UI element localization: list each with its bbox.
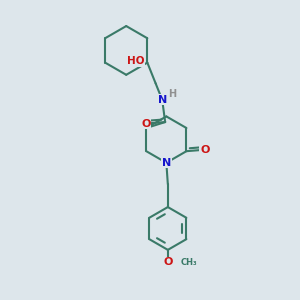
- Text: HO: HO: [127, 56, 145, 66]
- Text: O: O: [141, 118, 151, 128]
- Text: N: N: [162, 158, 171, 168]
- Text: O: O: [200, 145, 209, 155]
- Text: H: H: [169, 89, 177, 99]
- Text: O: O: [163, 257, 172, 267]
- Text: CH₃: CH₃: [180, 258, 197, 267]
- Text: N: N: [158, 95, 167, 105]
